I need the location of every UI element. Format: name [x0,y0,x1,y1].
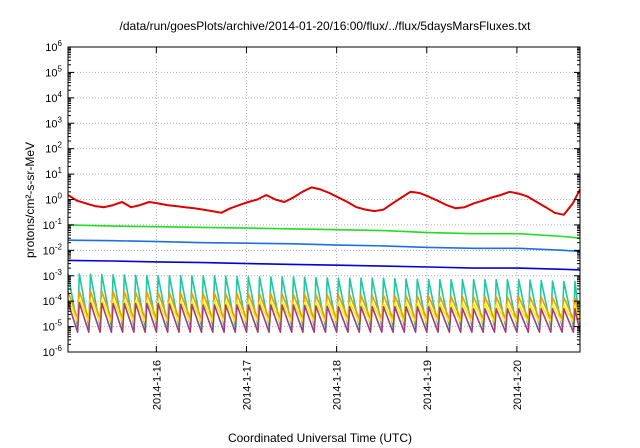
x-tick-label: 2014-1-17 [241,360,253,410]
series-line [67,224,581,239]
y-tick-label: 105 [45,64,62,79]
x-tick-label: 2014-1-19 [422,360,434,410]
x-axis: 2014-1-16 2014-1-17 2014-1-18 2014-1-19 2014… [151,47,524,410]
series-line [67,186,581,216]
x-tick-label: 2014-1-18 [332,360,344,410]
series-line [67,290,581,320]
grid [68,47,580,352]
y-tick-label: 103 [45,115,62,130]
series-line [67,301,581,333]
y-axis: 10-6 10-5 10-4 10-3 10-2 10-1 100 101 102 103 104 1… [43,39,580,359]
y-tick-label: 10-5 [43,319,63,334]
x-axis-label: Coordinated Universal Time (UTC) [228,431,412,445]
y-tick-label: 100 [45,192,62,207]
y-tick-label: 10-4 [43,293,63,308]
series-line [67,259,581,271]
y-tick-label: 10-1 [43,217,63,232]
y-tick-label: 10-3 [43,268,63,283]
chart-title: /data/run/goesPlots/archive/2014-01-20/1… [120,19,532,33]
y-tick-label: 10-2 [43,242,63,257]
x-tick-label: 2014-1-16 [151,360,163,410]
y-axis-label: protons/cm²-s-sr-MeV [23,142,37,258]
series-group [67,186,581,333]
y-tick-label: 104 [45,90,62,105]
series-line [67,239,581,253]
y-tick-label: 106 [45,39,62,54]
y-tick-label: 101 [45,166,62,181]
y-tick-label: 10-6 [43,344,63,359]
y-tick-label: 102 [45,141,62,156]
x-tick-label: 2014-1-20 [512,360,524,410]
